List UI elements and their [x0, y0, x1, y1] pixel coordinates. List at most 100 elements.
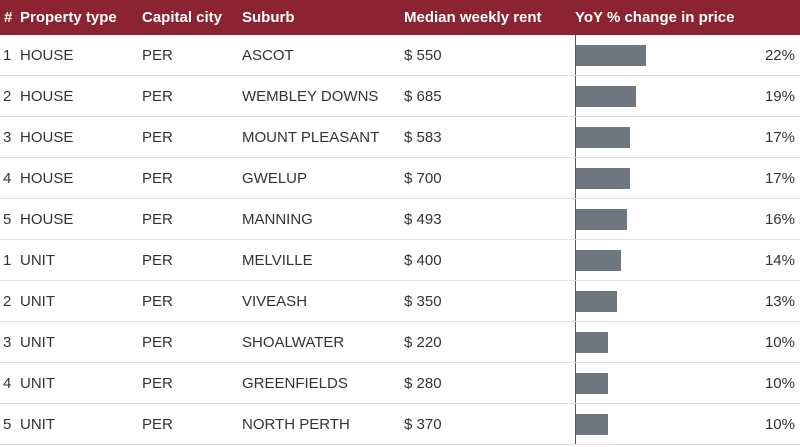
row-rank: 1: [3, 46, 12, 64]
bar-axis: [575, 404, 576, 444]
table-row: 3 HOUSE PER MOUNT PLEASANT $ 583 17%: [0, 117, 800, 158]
row-property-type: HOUSE: [20, 46, 74, 64]
row-median-rent: $ 493: [404, 210, 442, 228]
header-median-rent: Median weekly rent: [404, 9, 542, 26]
row-capital-city: PER: [142, 210, 173, 228]
row-suburb: WEMBLEY DOWNS: [242, 87, 379, 105]
row-median-rent: $ 370: [404, 415, 442, 433]
row-suburb: MELVILLE: [242, 251, 313, 269]
yoy-bar-cell: [575, 363, 750, 403]
row-yoy-label: 22%: [764, 46, 795, 64]
row-rank: 2: [3, 292, 12, 310]
row-median-rent: $ 700: [404, 169, 442, 187]
row-capital-city: PER: [142, 87, 173, 105]
row-suburb: MOUNT PLEASANT: [242, 128, 380, 146]
row-yoy-label: 10%: [764, 374, 795, 392]
row-median-rent: $ 280: [404, 374, 442, 392]
row-rank: 1: [3, 251, 12, 269]
row-yoy-label: 13%: [764, 292, 795, 310]
row-property-type: HOUSE: [20, 128, 74, 146]
row-median-rent: $ 550: [404, 46, 442, 64]
header-yoy-change: YoY % change in price: [575, 9, 735, 26]
table-row: 5 HOUSE PER MANNING $ 493 16%: [0, 199, 800, 240]
table-row: 3 UNIT PER SHOALWATER $ 220 10%: [0, 322, 800, 363]
yoy-bar: [576, 127, 631, 148]
bar-axis: [575, 322, 576, 362]
yoy-bar-cell: [575, 117, 750, 157]
row-suburb: NORTH PERTH: [242, 415, 350, 433]
row-capital-city: PER: [142, 292, 173, 310]
row-suburb: GREENFIELDS: [242, 374, 348, 392]
row-rank: 2: [3, 87, 12, 105]
row-median-rent: $ 400: [404, 251, 442, 269]
table-row: 1 HOUSE PER ASCOT $ 550 22%: [0, 35, 800, 76]
yoy-bar: [576, 86, 637, 107]
bar-axis: [575, 158, 576, 198]
yoy-bar: [576, 414, 608, 435]
table-row: 2 UNIT PER VIVEASH $ 350 13%: [0, 281, 800, 322]
row-suburb: VIVEASH: [242, 292, 308, 310]
bar-axis: [575, 240, 576, 280]
row-capital-city: PER: [142, 128, 173, 146]
row-capital-city: PER: [142, 46, 173, 64]
row-property-type: UNIT: [20, 374, 55, 392]
row-suburb: GWELUP: [242, 169, 308, 187]
row-property-type: UNIT: [20, 292, 55, 310]
yoy-bar-cell: [575, 322, 750, 362]
row-capital-city: PER: [142, 415, 173, 433]
table-row: 2 HOUSE PER WEMBLEY DOWNS $ 685 19%: [0, 76, 800, 117]
table-body: 1 HOUSE PER ASCOT $ 550 22% 2 HOUSE PER WEMBLEY D…: [0, 35, 800, 445]
row-property-type: UNIT: [20, 415, 55, 433]
bar-axis: [575, 35, 576, 75]
header-property-type: Property type: [20, 9, 117, 26]
yoy-bar: [576, 45, 646, 66]
bar-axis: [575, 117, 576, 157]
row-capital-city: PER: [142, 169, 173, 187]
row-rank: 4: [3, 374, 12, 392]
row-yoy-label: 10%: [764, 333, 795, 351]
row-rank: 3: [3, 128, 12, 146]
yoy-bar: [576, 168, 631, 189]
row-property-type: HOUSE: [20, 169, 74, 187]
yoy-bar-cell: [575, 240, 750, 280]
row-median-rent: $ 583: [404, 128, 442, 146]
table-row: 4 HOUSE PER GWELUP $ 700 17%: [0, 158, 800, 199]
row-property-type: HOUSE: [20, 210, 74, 228]
yoy-bar: [576, 250, 621, 271]
row-suburb: MANNING: [242, 210, 313, 228]
bar-axis: [575, 76, 576, 116]
bar-axis: [575, 281, 576, 321]
row-yoy-label: 17%: [764, 169, 795, 187]
yoy-bar: [576, 373, 608, 394]
yoy-bar-cell: [575, 158, 750, 198]
yoy-bar-cell: [575, 404, 750, 444]
row-suburb: ASCOT: [242, 46, 294, 64]
table-row: 1 UNIT PER MELVILLE $ 400 14%: [0, 240, 800, 281]
row-property-type: UNIT: [20, 251, 55, 269]
row-suburb: SHOALWATER: [242, 333, 345, 351]
row-property-type: UNIT: [20, 333, 55, 351]
header-suburb: Suburb: [242, 9, 295, 26]
row-yoy-label: 16%: [764, 210, 795, 228]
row-capital-city: PER: [142, 251, 173, 269]
row-yoy-label: 17%: [764, 128, 795, 146]
row-yoy-label: 19%: [764, 87, 795, 105]
row-median-rent: $ 350: [404, 292, 442, 310]
yoy-bar-cell: [575, 199, 750, 239]
yoy-bar-cell: [575, 35, 750, 75]
row-rank: 5: [3, 415, 12, 433]
row-median-rent: $ 685: [404, 87, 442, 105]
row-rank: 3: [3, 333, 12, 351]
table-row: 4 UNIT PER GREENFIELDS $ 280 10%: [0, 363, 800, 404]
row-rank: 4: [3, 169, 12, 187]
yoy-bar-cell: [575, 76, 750, 116]
row-yoy-label: 14%: [764, 251, 795, 269]
header-rank: #: [4, 9, 13, 26]
table-header: # Property type Capital city Suburb Medi…: [0, 0, 800, 35]
header-capital-city: Capital city: [142, 9, 223, 26]
row-capital-city: PER: [142, 374, 173, 392]
row-property-type: HOUSE: [20, 87, 74, 105]
yoy-bar: [576, 291, 618, 312]
row-median-rent: $ 220: [404, 333, 442, 351]
